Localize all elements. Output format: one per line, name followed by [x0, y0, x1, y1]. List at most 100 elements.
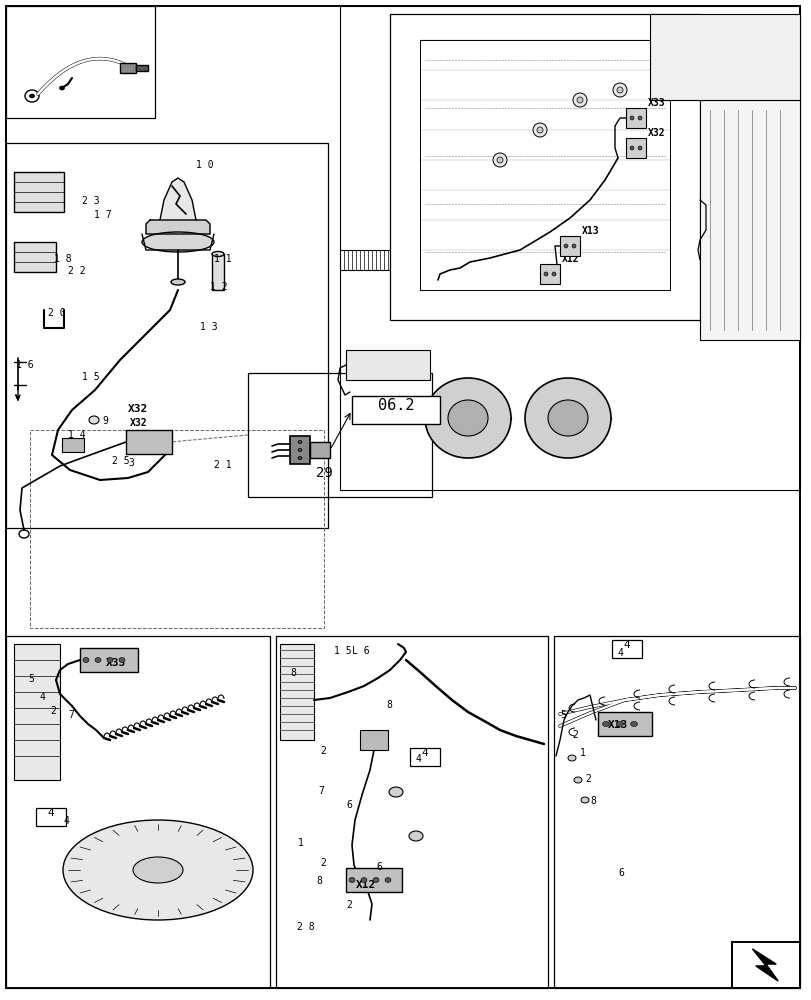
Ellipse shape	[536, 127, 543, 133]
Text: 7: 7	[68, 710, 74, 720]
Bar	[6, 6, 155, 118]
Text: 2: 2	[571, 730, 577, 740]
Text: 5: 5	[28, 674, 34, 684]
Text: 2: 2	[320, 858, 325, 868]
Text: 1 2: 1 2	[210, 282, 227, 292]
Text: 2 5: 2 5	[112, 456, 130, 466]
Bar	[625, 108, 646, 128]
Bar	[30, 430, 324, 628]
Ellipse shape	[637, 116, 642, 120]
Text: 9: 9	[102, 416, 108, 426]
Text: 1: 1	[579, 748, 586, 758]
Bar	[14, 172, 64, 212]
Ellipse shape	[568, 755, 575, 761]
Ellipse shape	[547, 400, 587, 436]
Ellipse shape	[29, 94, 34, 98]
Text: 8: 8	[315, 876, 321, 886]
Text: 2 0: 2 0	[48, 308, 66, 318]
Text: 1 7: 1 7	[94, 210, 111, 220]
Text: 4: 4	[40, 692, 45, 702]
Text: 2 1: 2 1	[214, 460, 231, 470]
Bar	[276, 636, 547, 988]
Bar	[212, 254, 224, 290]
Ellipse shape	[83, 658, 89, 662]
Text: 1: 1	[298, 838, 303, 848]
Ellipse shape	[298, 456, 302, 460]
Text: L 6: L 6	[351, 646, 369, 656]
Bar	[625, 138, 646, 158]
Ellipse shape	[133, 857, 182, 883]
Text: 1 5: 1 5	[333, 646, 351, 656]
Bar	[280, 644, 314, 740]
Bar	[80, 648, 138, 672]
Ellipse shape	[637, 146, 642, 150]
Text: X12: X12	[355, 880, 375, 890]
Ellipse shape	[171, 279, 185, 285]
Text: 6: 6	[617, 868, 623, 878]
Text: 2 2: 2 2	[68, 266, 85, 276]
Text: 6: 6	[345, 800, 351, 810]
Text: 6: 6	[375, 862, 381, 872]
Ellipse shape	[543, 272, 547, 276]
Bar	[611, 640, 642, 658]
Text: 4: 4	[64, 816, 70, 826]
Bar	[126, 430, 172, 454]
Ellipse shape	[616, 87, 622, 93]
Bar	[340, 6, 799, 490]
Ellipse shape	[629, 146, 633, 150]
Text: 4: 4	[421, 748, 428, 758]
Text: 1 6: 1 6	[16, 360, 33, 370]
Text: 06.2: 06.2	[377, 398, 414, 413]
Ellipse shape	[89, 416, 99, 424]
Text: 4: 4	[48, 808, 54, 818]
Bar	[345, 868, 401, 892]
Text: 2 8: 2 8	[297, 922, 314, 932]
Text: 1 1: 1 1	[214, 254, 231, 264]
Text: 1 3: 1 3	[200, 322, 217, 332]
Polygon shape	[160, 178, 195, 220]
Bar	[359, 730, 388, 750]
Ellipse shape	[349, 877, 354, 882]
Bar	[6, 636, 270, 988]
Bar	[597, 712, 651, 736]
Bar	[539, 264, 560, 284]
Ellipse shape	[602, 722, 609, 726]
Ellipse shape	[59, 86, 64, 90]
Ellipse shape	[492, 153, 506, 167]
Ellipse shape	[532, 123, 547, 137]
Polygon shape	[146, 220, 210, 234]
Text: X13: X13	[581, 226, 599, 236]
Bar	[14, 242, 56, 272]
Text: X13: X13	[607, 720, 628, 730]
Ellipse shape	[95, 658, 101, 662]
Ellipse shape	[573, 777, 581, 783]
Text: 8: 8	[385, 700, 392, 710]
Bar	[553, 636, 799, 988]
Text: 1 4: 1 4	[68, 430, 85, 440]
Polygon shape	[752, 949, 777, 981]
Bar	[649, 14, 799, 100]
Bar	[699, 100, 799, 340]
Ellipse shape	[496, 157, 502, 163]
Bar	[345, 350, 430, 380]
Ellipse shape	[629, 722, 637, 726]
Text: 2: 2	[50, 706, 56, 716]
Text: X32: X32	[128, 404, 148, 414]
Ellipse shape	[212, 251, 224, 256]
Bar	[14, 644, 60, 780]
Ellipse shape	[298, 440, 302, 444]
Ellipse shape	[525, 378, 610, 458]
Bar	[310, 442, 329, 458]
Ellipse shape	[616, 722, 623, 726]
Ellipse shape	[612, 83, 626, 97]
Text: 2 3: 2 3	[82, 196, 100, 206]
Text: 2: 2	[345, 900, 351, 910]
Ellipse shape	[298, 448, 302, 452]
Text: X32: X32	[647, 128, 665, 138]
Bar	[410, 748, 440, 766]
Text: 4: 4	[623, 640, 629, 650]
Text: 1 5: 1 5	[82, 372, 100, 382]
Bar	[560, 236, 579, 256]
Bar	[731, 942, 799, 988]
Ellipse shape	[119, 658, 125, 662]
